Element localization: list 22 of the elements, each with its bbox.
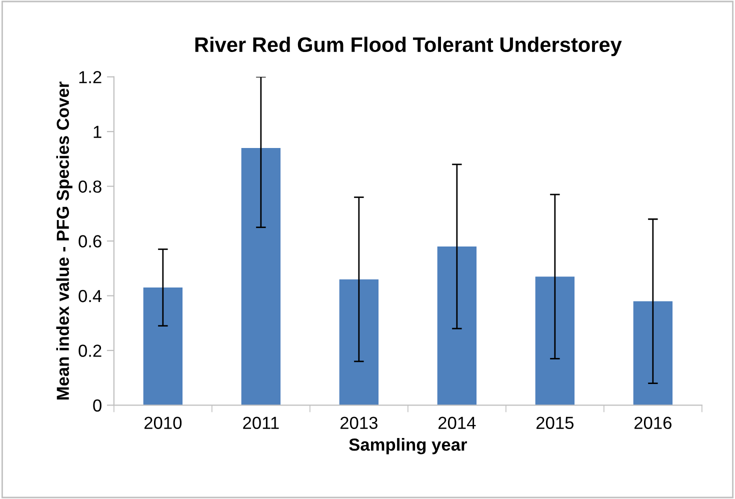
x-axis-title: Sampling year xyxy=(349,438,468,454)
y-tick-label: 0.6 xyxy=(78,235,102,248)
x-tick-label: 2011 xyxy=(243,416,279,430)
bar xyxy=(535,276,575,406)
y-tick-label: 0.8 xyxy=(78,180,102,193)
bar xyxy=(143,288,183,406)
x-tick-label: 2014 xyxy=(438,416,476,430)
y-tick-label: 1 xyxy=(94,126,102,138)
bar xyxy=(339,279,379,406)
y-axis-title: Mean index value - PFG Species Cover xyxy=(56,82,72,400)
y-tick-label: 0.2 xyxy=(78,344,102,357)
bar xyxy=(241,148,281,406)
x-tick-label: 2015 xyxy=(536,416,574,430)
y-tick-label: 0.4 xyxy=(78,290,102,302)
bar xyxy=(633,301,673,406)
chart-title: River Red Gum Flood Tolerant Understorey xyxy=(195,36,622,56)
y-tick-label: 0 xyxy=(93,399,102,412)
bar xyxy=(437,246,477,406)
x-tick-label: 2013 xyxy=(340,416,378,430)
x-tick-label: 2016 xyxy=(634,416,672,430)
x-tick-label: 2010 xyxy=(144,416,182,430)
y-tick-label: 1.2 xyxy=(79,71,102,84)
